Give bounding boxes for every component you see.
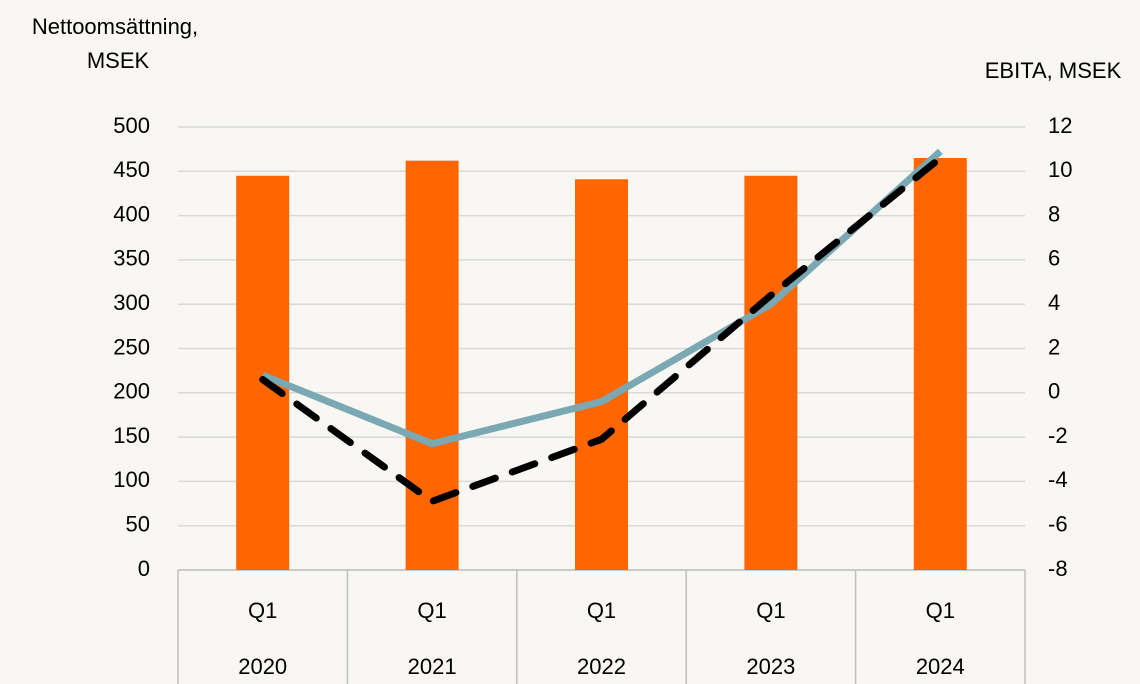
x-group-label: 2020 xyxy=(238,654,287,679)
bar xyxy=(236,175,290,571)
y2-tick-label: 8 xyxy=(1048,201,1060,226)
y2-tick-label: 2 xyxy=(1048,334,1060,359)
y-axis-title: Nettoomsättning, xyxy=(32,14,198,39)
y-tick-label: 350 xyxy=(113,246,150,271)
y-axis-title: MSEK xyxy=(87,48,150,73)
y2-tick-label: 10 xyxy=(1048,157,1072,182)
y2-tick-label: -6 xyxy=(1048,512,1068,537)
y2-tick-label: -2 xyxy=(1048,423,1068,448)
bar xyxy=(405,160,459,570)
x-group-label: 2023 xyxy=(746,654,795,679)
y-tick-label: 400 xyxy=(113,201,150,226)
x-tick-label: Q1 xyxy=(756,598,785,623)
y-tick-label: 450 xyxy=(113,157,150,182)
y2-tick-label: 4 xyxy=(1048,290,1060,315)
y-tick-label: 200 xyxy=(113,379,150,404)
y-tick-label: 150 xyxy=(113,423,150,448)
y-tick-label: 300 xyxy=(113,290,150,315)
x-tick-label: Q1 xyxy=(587,598,616,623)
bar xyxy=(913,158,967,570)
x-group-label: 2021 xyxy=(408,654,457,679)
y2-axis-title: EBITA, MSEK xyxy=(985,58,1122,83)
bar xyxy=(575,179,628,571)
y2-tick-label: 12 xyxy=(1048,113,1072,138)
y-tick-label: 250 xyxy=(113,334,150,359)
bar xyxy=(744,175,798,571)
x-tick-label: Q1 xyxy=(248,598,277,623)
y-tick-label: 0 xyxy=(138,556,150,581)
y2-tick-label: 0 xyxy=(1048,379,1060,404)
x-group-label: 2024 xyxy=(916,654,965,679)
y-tick-label: 500 xyxy=(113,113,150,138)
y2-tick-label: 6 xyxy=(1048,246,1060,271)
y-tick-label: 50 xyxy=(126,512,150,537)
y2-tick-label: -4 xyxy=(1048,467,1068,492)
y-tick-label: 100 xyxy=(113,467,150,492)
x-tick-label: Q1 xyxy=(417,598,446,623)
y2-tick-label: -8 xyxy=(1048,556,1068,581)
x-group-label: 2022 xyxy=(577,654,626,679)
line xyxy=(259,154,944,505)
x-tick-label: Q1 xyxy=(926,598,955,623)
